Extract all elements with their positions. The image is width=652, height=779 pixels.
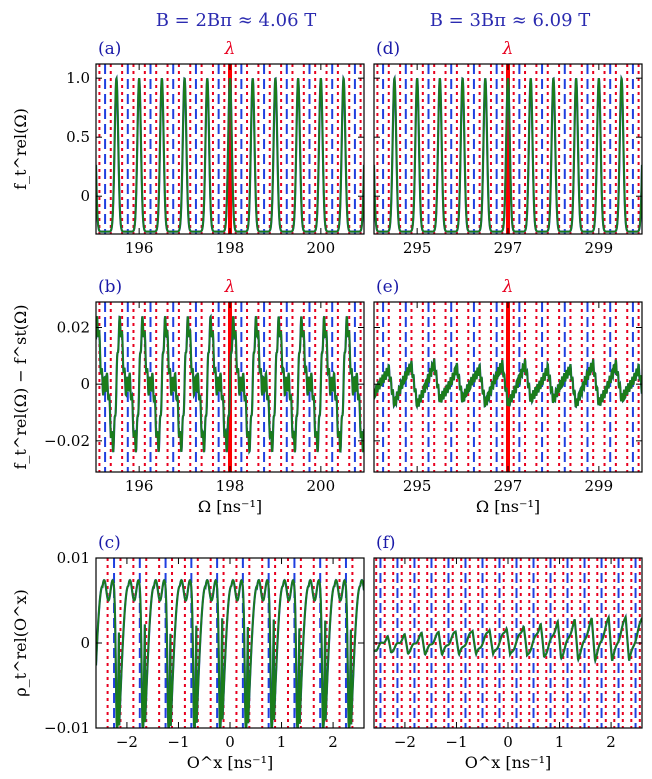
y-tick-label: 0 <box>80 634 90 652</box>
panel-c: −2 −1 0 1 2 −0.01 0 0.01 (c) O^x [ns⁻¹] ρ_t^rel(O^… <box>11 533 365 772</box>
series-line <box>374 74 642 233</box>
panel-e: 295 297 299 (e) λ Ω [ns⁻¹] <box>373 277 643 516</box>
x-tick-label: 295 <box>403 477 432 495</box>
series-line <box>96 314 364 455</box>
panel-label: (a) <box>98 39 121 59</box>
x-tick-label: 295 <box>403 239 432 257</box>
y-axis-label: f_t^rel(Ω) <box>11 108 30 190</box>
x-axis-label: Ω [ns⁻¹] <box>198 497 262 516</box>
y-tick-label: −0.01 <box>44 719 90 737</box>
y-axis-label: ρ_t^rel(O^x) <box>11 589 30 697</box>
series-line <box>96 74 364 233</box>
x-tick-label: 196 <box>125 239 154 257</box>
series-line <box>374 614 642 664</box>
plot-area-b <box>96 302 364 472</box>
lambda-label: λ <box>224 39 236 59</box>
x-tick-label: 198 <box>216 477 245 495</box>
x-tick-label: 297 <box>494 477 523 495</box>
panel-label: (d) <box>376 39 400 59</box>
y-tick-label: 0.02 <box>57 319 90 337</box>
x-tick-label: 297 <box>494 239 523 257</box>
x-axis-label: O^x [ns⁻¹] <box>465 753 552 772</box>
column-title-right: B = 3Bπ ≈ 6.09 T <box>430 10 591 31</box>
lambda-label: λ <box>502 277 514 297</box>
series-line <box>374 358 642 410</box>
y-axis-label: f_t^rel(Ω) − f^st(Ω) <box>11 304 30 469</box>
x-axis-label: O^x [ns⁻¹] <box>187 753 274 772</box>
panel-label: (c) <box>98 533 121 553</box>
x-tick-label: −2 <box>394 733 416 751</box>
x-tick-label: −2 <box>116 733 138 751</box>
x-tick-label: 200 <box>307 239 336 257</box>
plot-area-c <box>96 558 364 728</box>
column-title-left: B = 2Bπ ≈ 4.06 T <box>156 10 317 31</box>
panel-f: −2 −1 0 1 2 (f) O^x [ns⁻¹] <box>373 533 643 772</box>
panel-d: 295 297 299 (d) λ <box>373 39 643 257</box>
x-tick-label: 196 <box>125 477 154 495</box>
plot-area-d <box>374 64 642 234</box>
panel-label: (b) <box>98 277 122 297</box>
x-tick-label: 299 <box>585 239 614 257</box>
y-tick-label: 0 <box>80 187 90 205</box>
y-tick-label: −0.02 <box>44 432 90 450</box>
plot-area-e <box>374 302 642 472</box>
x-tick-label: 2 <box>328 733 338 751</box>
panel-b: 196 198 200 −0.02 0 0.02 (b) λ Ω [ns⁻¹] f_t^rel(Ω… <box>11 277 365 516</box>
x-tick-label: 0 <box>503 733 513 751</box>
panel-a: 196 198 200 0 0.5 1.0 (a) λ f_t^rel(Ω) <box>11 39 365 257</box>
y-tick-label: 0.5 <box>66 128 90 146</box>
x-tick-label: 198 <box>216 239 245 257</box>
x-tick-label: 2 <box>606 733 616 751</box>
plot-area-f <box>374 558 642 728</box>
panel-label: (f) <box>376 533 396 553</box>
series-line <box>96 578 364 728</box>
y-tick-label: 0 <box>80 375 90 393</box>
x-tick-label: 1 <box>277 733 287 751</box>
x-tick-label: 299 <box>585 477 614 495</box>
lambda-label: λ <box>224 277 236 297</box>
x-tick-label: 0 <box>225 733 235 751</box>
panel-label: (e) <box>376 277 399 297</box>
plot-area-a <box>96 64 364 234</box>
y-tick-label: 1.0 <box>66 69 90 87</box>
x-tick-label: −1 <box>445 733 467 751</box>
x-tick-label: 1 <box>555 733 565 751</box>
x-tick-label: −1 <box>167 733 189 751</box>
lambda-label: λ <box>502 39 514 59</box>
x-tick-label: 200 <box>307 477 336 495</box>
y-tick-label: 0.01 <box>57 549 90 567</box>
x-axis-label: Ω [ns⁻¹] <box>476 497 540 516</box>
